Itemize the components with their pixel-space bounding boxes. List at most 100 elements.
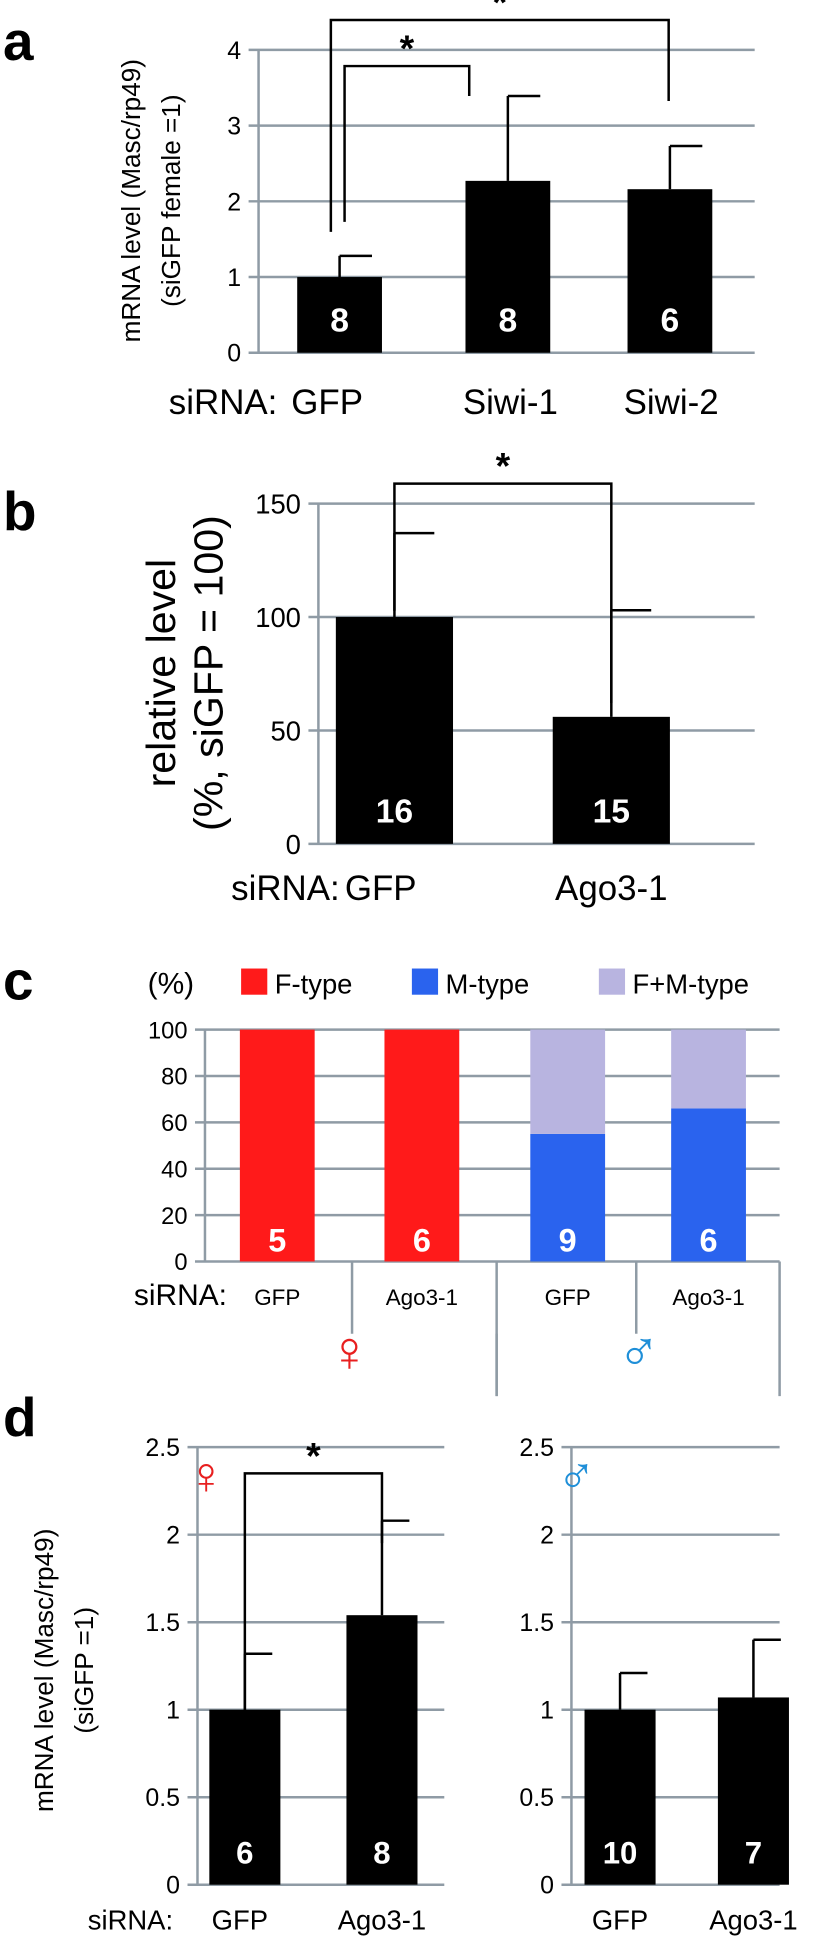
panel-c-unit-label: (%) [148,967,195,1000]
panel-c-y-tick-label: 100 [148,1018,188,1044]
panel-a-n-label: 8 [330,303,349,340]
panel-c-legend-swatch [411,968,439,995]
panel-d-male-bar-1 [717,1697,789,1885]
panel-b-category-label: Ago3-1 [555,869,668,908]
panel-d-male-n-label: 7 [745,1836,762,1871]
panel-c-category-label: Ago3-1 [386,1285,458,1310]
panel-a-bar-2 [627,189,713,353]
panel-a-y-tick-label: 3 [227,113,241,141]
panel-d-sirna-label: siRNA: [88,1905,173,1936]
panel-a: a 0 1 2 3 4 8 8 6 ** mRNA level (Masc/rp49) (s… [3,0,755,422]
panel-c-category-label: GFP [545,1285,591,1310]
panel-label-d: d [3,1386,37,1448]
panel-a-y-axis-label: mRNA level (Masc/rp49) (siGFP female =1) [116,59,186,342]
panel-b-bars: 16 15 [335,531,670,844]
panel-c-legend-label: F-type [275,968,353,999]
panel-b-bar-0 [335,617,454,844]
panel-d-female-category-label: GFP [212,1905,268,1936]
panel-a-sirna-label: siRNA: [169,383,278,422]
panel-c-bars: 5 6 9 6 [239,1029,746,1262]
panel-c-legend-label: M-type [446,968,530,999]
panel-d-male-y-tick-label: 2 [540,1522,554,1550]
panel-a-n-label: 6 [661,303,680,340]
panel-a-bar-0 [297,277,382,353]
panel-d-y-axis-label: mRNA level (Masc/rp49) (siGFP =1) [29,1529,99,1812]
panel-c-category-label: Ago3-1 [672,1285,744,1310]
panel-d-female-y-tick-label: 2 [166,1522,180,1550]
panel-d-male-bars: 10 7 [584,1638,789,1885]
panel-a-ylabel-line2: (siGFP female =1) [156,94,186,306]
panel-b-y-tick-label: 100 [255,602,301,633]
panel-c-legend-swatch [241,968,268,995]
panel-b-y-tick-label: 150 [255,488,301,519]
panel-c-category-label: GFP [254,1285,300,1310]
panel-b-bracket [393,482,613,704]
panel-a-significance-star: * [492,0,507,23]
panel-a-y-tick-label: 2 [227,188,241,216]
panel-d-female-bracket [243,1472,384,1753]
panel-a-y-tick-label: 1 [227,264,241,292]
panel-b-sirna-label: siRNA: [231,869,340,908]
panel-c-bar-segment [671,1108,746,1262]
panel-b-n-label: 16 [376,794,413,831]
panel-c-female-symbol: ♀ [328,1320,371,1384]
panel-d-female-n-label: 8 [373,1836,390,1871]
panel-b-n-label: 15 [593,794,630,831]
panel-b-y-tick-labels: 0 50 100 150 [255,488,301,859]
panel-d-female-n-label: 6 [236,1836,253,1871]
panel-d-female-y-tick-label: 1.5 [145,1609,180,1637]
panel-a-category-labels: GFP Siwi-1 Siwi-2 [291,383,718,422]
panel-c-legend: F-type M-type F+M-type [241,968,749,999]
panel-b-ylabel: relative level [138,559,184,788]
panel-d-male-category-label: Ago3-1 [709,1905,797,1936]
panel-c-n-label: 5 [268,1222,286,1258]
panel-c-bar-segment [530,1029,606,1134]
panel-a-bracket [329,18,670,232]
panel-d-female-y-tick-label: 1 [166,1697,180,1725]
panel-a-category-label: Siwi-1 [463,383,558,422]
panel-d-ylabel: mRNA level (Masc/rp49) [29,1529,59,1812]
panel-c-legend-swatch [598,968,626,995]
panel-d-male-category-labels: GFP Ago3-1 [592,1905,798,1936]
panel-label-b: b [3,480,37,542]
panel-d-male-category-label: GFP [592,1905,648,1936]
panel-a-y-tick-label: 4 [227,37,241,65]
panel-a-bars: 8 8 6 [297,94,713,353]
panel-d-female-bar-1 [346,1615,418,1885]
panel-c-bar-segment [384,1029,460,1262]
panel-d-female-significance-star: * [306,1434,321,1476]
panel-c-y-tick-label: 20 [161,1204,187,1230]
panel-d-male-symbol: ♂ [557,1447,596,1505]
panel-c-legend-label: F+M-type [633,968,750,999]
panel-c: c (%) F-type M-type F+M-type 020406080100 … [3,950,781,1397]
panel-d-female-y-tick-label: 0 [166,1872,180,1900]
panel-a-n-label: 8 [499,303,518,340]
panel-a-ylabel: mRNA level (Masc/rp49) [116,59,146,342]
panel-b-y-tick-label: 50 [270,715,300,746]
panel-b-ylabel-line2: (%, siGFP = 100) [185,515,231,831]
panel-c-bar-segment [530,1133,606,1262]
panel-c-n-label: 6 [413,1222,431,1258]
panel-d-male-y-tick-labels: 0 0.5 1 1.5 2 2.5 [519,1434,554,1900]
panel-d-female-symbol: ♀ [187,1447,226,1505]
panel-c-y-tick-label: 0 [174,1250,187,1276]
panel-a-significance: ** [329,0,670,232]
panel-b-bar-1 [552,716,670,844]
panel-b-y-axis-label: relative level (%, siGFP = 100) [138,515,231,831]
panel-b-significance: * [393,445,613,704]
panel-a-category-label: GFP [291,383,363,422]
panel-label-a: a [3,10,34,72]
panel-d-male-n-label: 10 [603,1836,638,1871]
panel-label-c: c [3,950,33,1012]
panel-d-male-y-tick-label: 2.5 [519,1434,554,1462]
panel-a-y-tick-label: 0 [227,340,241,368]
panel-c-y-tick-labels: 0 20 40 60 80 100 [148,1018,188,1276]
panel-c-n-label: 9 [559,1222,577,1258]
panel-b-category-labels: GFP Ago3-1 [345,869,668,908]
panel-b-y-tick-label: 0 [286,829,301,860]
panel-c-male-symbol: ♂ [617,1320,660,1384]
